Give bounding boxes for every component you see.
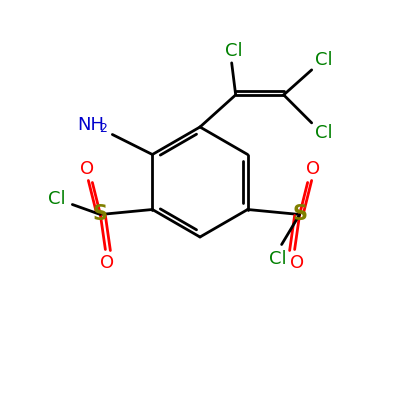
Text: Cl: Cl: [269, 250, 286, 268]
Text: Cl: Cl: [48, 190, 65, 208]
Text: NH: NH: [77, 116, 104, 134]
Text: S: S: [292, 204, 307, 224]
Text: Cl: Cl: [315, 124, 332, 142]
Text: Cl: Cl: [315, 51, 332, 69]
Text: 2: 2: [100, 122, 107, 135]
Text: S: S: [93, 204, 108, 224]
Text: O: O: [80, 160, 94, 178]
Text: O: O: [100, 254, 114, 272]
Text: O: O: [290, 254, 304, 272]
Text: O: O: [306, 160, 320, 178]
Text: Cl: Cl: [225, 42, 242, 60]
